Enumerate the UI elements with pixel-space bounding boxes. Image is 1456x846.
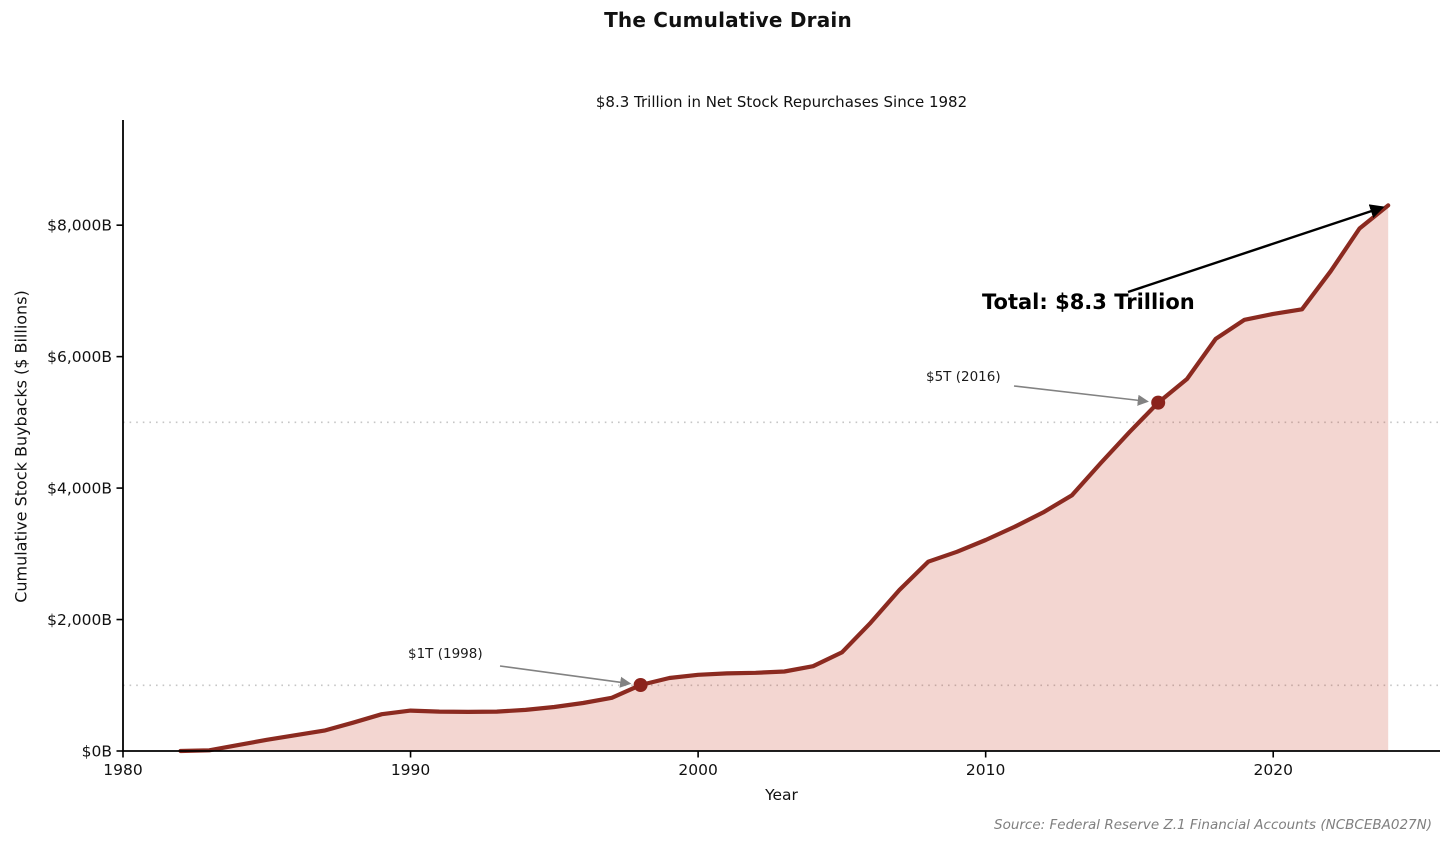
y-tick-label: $0B [82,742,112,760]
y-tick-label: $6,000B [47,348,112,366]
y-tick-label: $2,000B [47,611,112,629]
series-line [178,203,1391,754]
series-area-fill [180,205,1389,751]
annotation-arrow-5t [1013,385,1149,406]
chart-title: The Cumulative Drain [604,8,852,32]
ticks: 1980 1990 2000 2010 2020 $0B $2,000B $4,000B $6,… [47,216,1293,779]
annotation-total-8-3-trillion: Total: $8.3 Trillion [982,290,1195,314]
x-axis-label: Year [765,786,798,804]
annotation-1-trillion-1998: $1T (1998) [408,646,483,662]
chart-subtitle: $8.3 Trillion in Net Stock Repurchases S… [595,93,968,111]
x-tick-label: 2010 [966,761,1005,779]
series [178,203,1391,754]
x-tick-label: 1980 [103,761,142,779]
source-attribution: Source: Federal Reserve Z.1 Financial Ac… [994,817,1432,833]
annotation-arrow-total [1127,204,1385,294]
milestone-dot-1t [633,678,648,693]
x-tick-label: 1990 [391,761,430,779]
y-tick-label: $8,000B [47,216,112,234]
y-tick-label: $4,000B [47,479,112,497]
x-tick-label: 2000 [678,761,717,779]
annotation-arrow-1t [499,665,632,688]
annotation-5-trillion-2016: $5T (2016) [926,369,1001,385]
x-tick-label: 2020 [1253,761,1292,779]
milestone-dot-5t [1151,395,1166,410]
annotation-graphics [499,204,1385,693]
